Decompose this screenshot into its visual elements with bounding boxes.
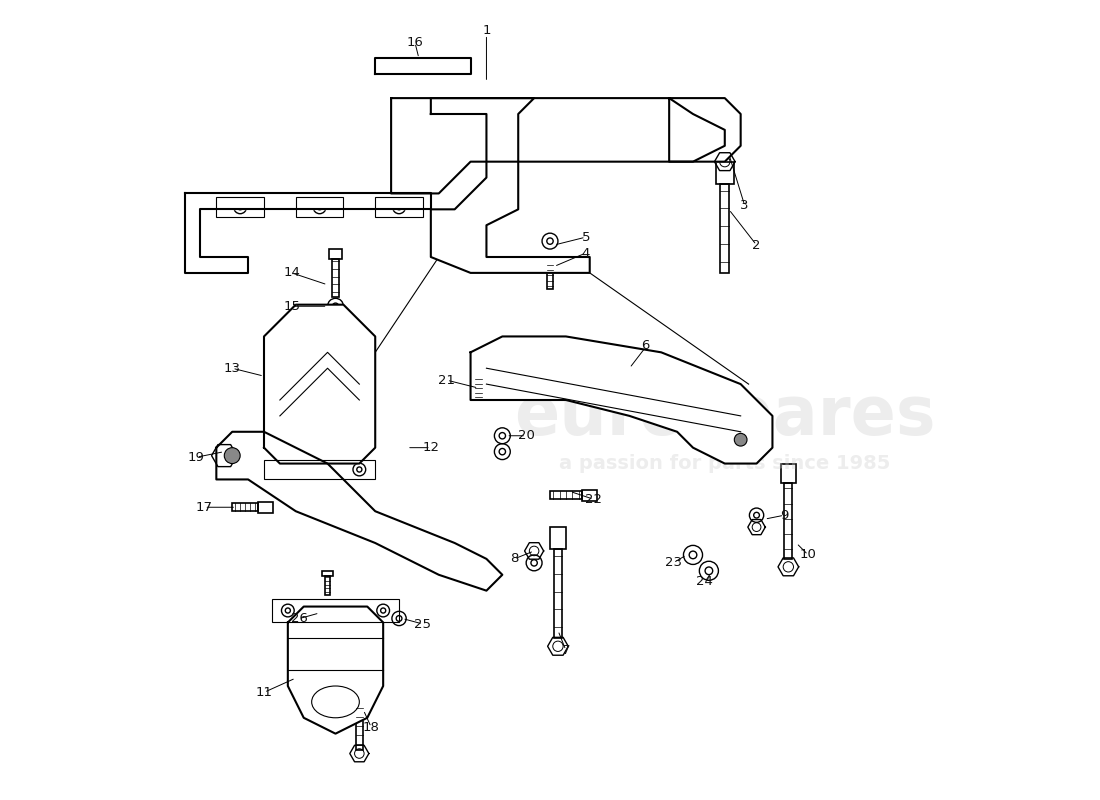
Polygon shape xyxy=(471,337,772,463)
Text: 10: 10 xyxy=(800,549,816,562)
Text: 26: 26 xyxy=(292,612,308,625)
Text: 12: 12 xyxy=(422,441,439,454)
Bar xyxy=(784,482,792,559)
Text: 17: 17 xyxy=(196,501,213,514)
Text: a passion for parts since 1985: a passion for parts since 1985 xyxy=(559,454,891,473)
Bar xyxy=(781,463,796,482)
Bar xyxy=(550,491,582,499)
Text: 7: 7 xyxy=(562,644,570,657)
Text: 23: 23 xyxy=(664,556,682,570)
Text: 19: 19 xyxy=(188,450,205,464)
Bar xyxy=(375,198,422,218)
Bar xyxy=(324,575,330,594)
Polygon shape xyxy=(264,305,375,463)
Polygon shape xyxy=(217,432,503,590)
Polygon shape xyxy=(669,98,740,162)
Bar xyxy=(716,162,734,184)
Bar xyxy=(356,705,363,750)
Bar xyxy=(264,459,375,479)
Bar xyxy=(543,257,557,263)
Text: 24: 24 xyxy=(696,575,714,589)
Bar xyxy=(329,249,342,258)
Bar xyxy=(296,198,343,218)
Text: 22: 22 xyxy=(585,493,602,506)
Polygon shape xyxy=(392,98,725,194)
Bar xyxy=(475,378,482,400)
Circle shape xyxy=(735,434,747,446)
Polygon shape xyxy=(375,58,471,74)
Text: 9: 9 xyxy=(780,509,789,522)
Text: 1: 1 xyxy=(482,24,491,37)
Bar xyxy=(582,490,597,501)
Bar xyxy=(217,198,264,218)
Bar xyxy=(353,694,366,705)
Bar xyxy=(550,527,565,550)
Bar xyxy=(547,263,553,289)
Bar xyxy=(257,502,273,513)
Text: 20: 20 xyxy=(518,430,535,442)
Text: 25: 25 xyxy=(415,618,431,630)
Text: eurospares: eurospares xyxy=(514,383,935,449)
Text: 5: 5 xyxy=(582,230,590,244)
Text: 4: 4 xyxy=(582,246,590,259)
Text: 2: 2 xyxy=(752,238,761,251)
Bar xyxy=(272,598,399,622)
Text: 11: 11 xyxy=(255,686,273,699)
Text: 8: 8 xyxy=(510,552,518,566)
Text: 14: 14 xyxy=(284,266,300,279)
Text: 21: 21 xyxy=(438,374,455,386)
Text: 6: 6 xyxy=(641,339,649,353)
Text: 18: 18 xyxy=(363,721,379,734)
Text: 15: 15 xyxy=(284,300,300,313)
Bar xyxy=(554,550,562,638)
Bar xyxy=(322,571,333,575)
Bar xyxy=(232,503,257,511)
Text: 3: 3 xyxy=(740,199,749,212)
Text: 16: 16 xyxy=(407,36,424,49)
Bar xyxy=(472,372,485,378)
Text: 13: 13 xyxy=(223,362,241,374)
Circle shape xyxy=(224,448,240,463)
Polygon shape xyxy=(185,194,431,273)
Polygon shape xyxy=(288,606,383,734)
Bar xyxy=(720,184,729,273)
Polygon shape xyxy=(431,98,590,273)
Bar xyxy=(332,258,339,297)
